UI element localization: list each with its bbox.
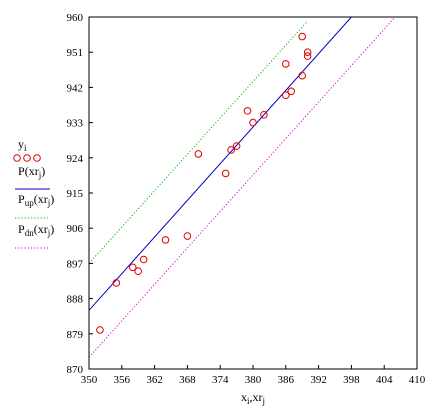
- data-point: [287, 87, 296, 96]
- data-point: [282, 60, 290, 68]
- legend: yi P(xrj) Pup(xrj) Pdn(xrj): [13, 137, 54, 249]
- fit-lines: [89, 17, 396, 358]
- x-axis-ticks: 350 356 362 368 374 380 386 392 398 404 410: [81, 365, 426, 386]
- series-line-2: [89, 20, 309, 264]
- legend-label-upper: Pup(xrj): [18, 192, 54, 208]
- data-point: [249, 118, 257, 127]
- legend-label-points: yi: [18, 137, 27, 153]
- data-point: [194, 150, 203, 158]
- x-tick-label: 404: [376, 374, 393, 386]
- data-point: [112, 279, 121, 287]
- x-tick-label: 410: [409, 374, 426, 386]
- data-point: [128, 263, 137, 272]
- x-tick-label: 398: [343, 374, 360, 386]
- y-tick-label: 888: [67, 294, 84, 306]
- data-point: [298, 71, 307, 80]
- y-tick-label: 960: [67, 12, 84, 24]
- legend-swatch-points: [23, 154, 31, 162]
- x-tick-label: 362: [146, 374, 163, 386]
- legend-label-lower: Pdn(xrj): [18, 222, 54, 238]
- data-point: [303, 52, 312, 60]
- data-point: [221, 169, 230, 178]
- data-point: [183, 232, 192, 240]
- data-points: [96, 32, 312, 334]
- data-point: [161, 236, 170, 244]
- y-tick-label: 915: [67, 188, 84, 200]
- y-tick-label: 897: [67, 258, 84, 270]
- x-tick-label: 374: [212, 374, 229, 386]
- data-point: [260, 110, 268, 119]
- series-line-1: [89, 17, 352, 311]
- data-point: [227, 146, 235, 154]
- legend-label-fit: P(xrj): [18, 164, 45, 180]
- data-point: [232, 142, 241, 150]
- y-tick-label: 951: [67, 47, 84, 59]
- x-tick-label: 368: [179, 374, 196, 386]
- x-tick-label: 386: [278, 374, 295, 386]
- y-tick-label: 879: [67, 329, 84, 341]
- data-point: [298, 32, 307, 41]
- data-point: [134, 267, 142, 276]
- x-axis-label-text: xi,xrj: [241, 390, 265, 406]
- y-axis-ticks: 870 879 888 897 906 915 924 933 942 951 960: [67, 12, 93, 376]
- series-line-3: [89, 17, 396, 358]
- y-tick-label: 870: [67, 364, 84, 376]
- legend-swatch-points: [33, 154, 41, 162]
- data-point: [139, 255, 148, 264]
- y-tick-label: 942: [67, 82, 84, 94]
- data-point: [303, 48, 312, 57]
- x-tick-label: 392: [310, 374, 327, 386]
- x-tick-label: 380: [245, 374, 262, 386]
- x-tick-label: 350: [81, 374, 98, 386]
- y-tick-label: 933: [67, 118, 84, 130]
- x-tick-label: 356: [114, 374, 131, 386]
- data-point: [96, 326, 104, 334]
- data-point: [243, 107, 252, 115]
- y-tick-label: 906: [67, 223, 84, 235]
- x-axis-label: xi,xrj: [241, 390, 265, 406]
- y-tick-label: 924: [67, 153, 84, 165]
- legend-swatch-points: [13, 154, 21, 162]
- plot-frame: [88, 16, 418, 370]
- data-point: [282, 91, 290, 100]
